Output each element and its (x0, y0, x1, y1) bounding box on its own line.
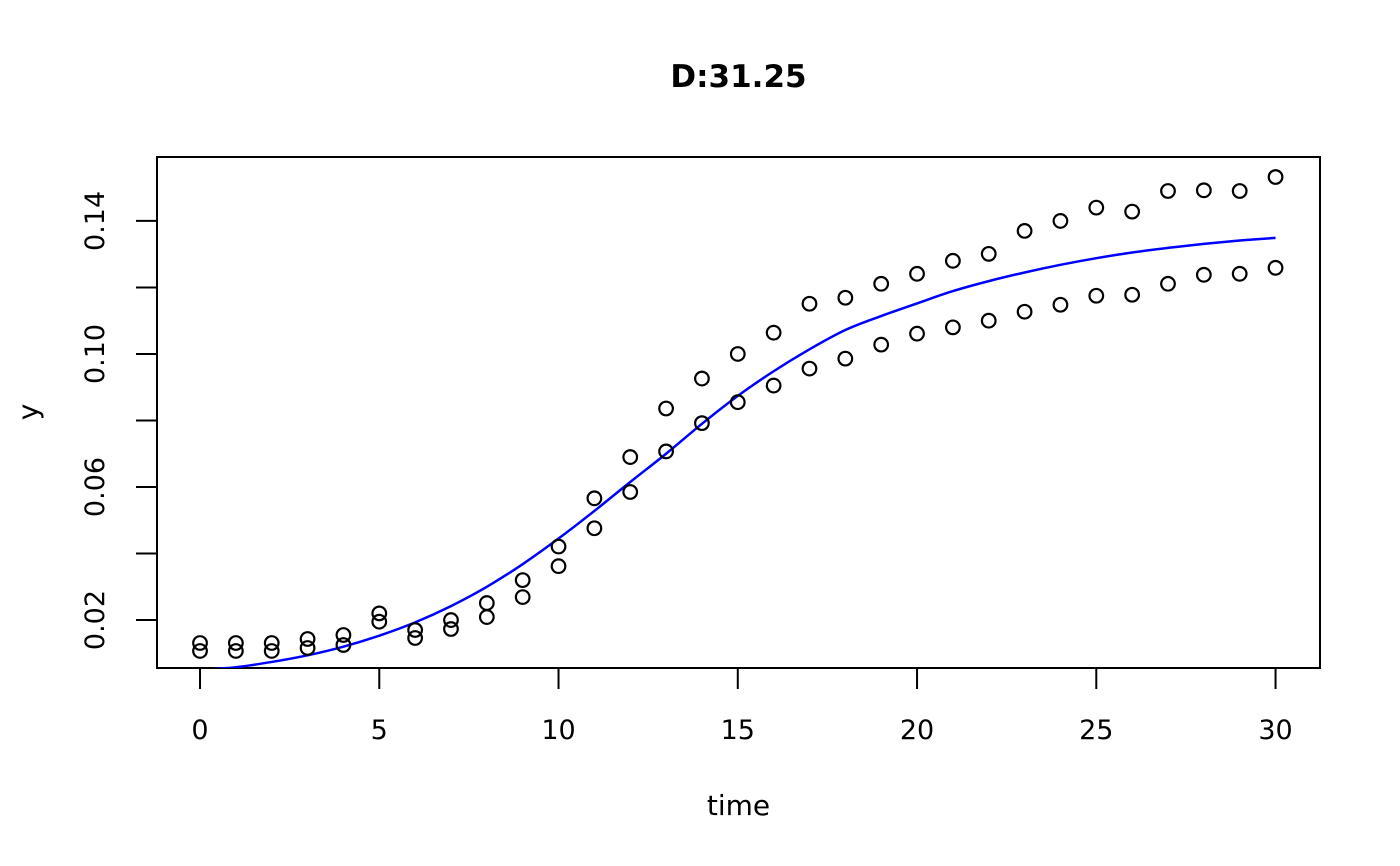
data-point-observed-upper (227, 635, 244, 651)
data-point-observed-upper (1124, 203, 1141, 220)
x-tick-label: 20 (900, 715, 934, 746)
data-point-observed-lower (192, 643, 208, 659)
data-point-observed-upper (1052, 213, 1069, 229)
data-point-observed-lower (1124, 286, 1141, 303)
data-point-observed-lower (227, 643, 244, 659)
data-point-observed-upper (1088, 199, 1105, 216)
x-tick-label: 25 (1079, 715, 1113, 746)
data-point-observed-lower (514, 589, 531, 605)
data-point-observed-lower (550, 558, 567, 575)
data-point-observed-upper (622, 449, 639, 465)
data-point-observed-lower (765, 377, 782, 394)
data-point-observed-upper (1195, 182, 1212, 199)
data-point-observed-lower (980, 312, 997, 329)
data-point-observed-upper (980, 245, 997, 262)
x-tick-label: 15 (721, 715, 755, 746)
data-point-observed-lower (1195, 266, 1212, 283)
data-point-observed-upper (658, 400, 674, 417)
data-point-observed-upper (729, 346, 746, 362)
data-point-observed-lower (371, 613, 388, 630)
data-point-observed-upper (407, 622, 424, 638)
data-point-observed-lower (443, 621, 459, 637)
data-point-observed-lower (335, 637, 352, 653)
data-point-observed-lower (299, 640, 316, 656)
fit-curve (210, 236, 1276, 668)
y-tick-label: 0.02 (80, 590, 111, 650)
data-point-observed-lower (263, 643, 280, 659)
data-point-observed-lower (586, 520, 603, 537)
data-point-observed-lower (658, 443, 674, 460)
data-point-observed-upper (944, 252, 961, 269)
data-point-observed-upper (192, 635, 208, 651)
data-point-observed-upper (1160, 183, 1176, 199)
data-point-observed-lower (622, 484, 639, 500)
data-point-observed-upper (694, 370, 710, 387)
data-point-observed-upper (1267, 169, 1284, 185)
data-point-observed-lower (1267, 259, 1284, 276)
data-point-observed-lower (1088, 287, 1105, 304)
data-point-observed-upper (1016, 223, 1033, 239)
data-point-observed-upper (586, 490, 603, 507)
x-tick-label: 5 (371, 715, 388, 746)
data-point-observed-lower (478, 609, 495, 625)
data-point-observed-upper (765, 324, 782, 341)
data-point-observed-upper (801, 295, 818, 312)
data-point-observed-upper (263, 635, 280, 651)
plot-border (156, 156, 1321, 669)
x-tick-label: 0 (191, 715, 208, 746)
data-point-observed-upper (514, 572, 531, 589)
data-point-observed-upper (299, 631, 316, 647)
data-point-observed-lower (694, 415, 710, 432)
data-point-observed-lower (944, 319, 961, 336)
y-axis-label: y (11, 403, 45, 421)
data-point-observed-lower (837, 350, 854, 367)
data-point-observed-lower (801, 360, 818, 377)
data-point-observed-upper (335, 627, 352, 643)
data-point-observed-lower (909, 325, 925, 342)
data-point-observed-lower (407, 630, 424, 646)
data-point-observed-upper (873, 275, 890, 292)
data-point-observed-upper (478, 595, 495, 611)
data-point-observed-upper (550, 538, 567, 555)
y-tick-label: 0.14 (80, 191, 111, 251)
data-point-observed-upper (909, 265, 925, 282)
data-point-observed-lower (1016, 303, 1033, 320)
x-axis-label: time (706, 789, 771, 822)
y-tick-label: 0.06 (80, 457, 111, 517)
data-point-observed-lower (729, 394, 746, 411)
data-point-observed-upper (837, 289, 854, 306)
x-tick-label: 10 (541, 715, 575, 746)
data-point-observed-lower (1231, 265, 1248, 282)
data-point-observed-upper (371, 605, 388, 622)
data-point-observed-lower (873, 336, 890, 353)
x-tick-label: 30 (1258, 715, 1292, 746)
data-point-observed-upper (1231, 183, 1248, 199)
data-point-observed-lower (1160, 275, 1176, 292)
y-tick-label: 0.10 (80, 324, 111, 384)
data-point-observed-upper (443, 612, 459, 628)
data-point-observed-lower (1052, 296, 1069, 313)
chart-title: D:31.25 (670, 59, 807, 95)
